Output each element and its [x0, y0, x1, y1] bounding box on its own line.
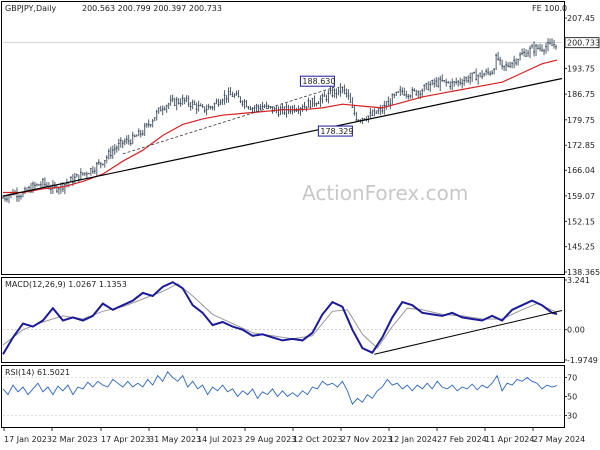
- x-tick-label: 2 Mar 2023: [52, 435, 98, 444]
- x-tick-label: 11 Apr 2024: [485, 435, 534, 444]
- x-tick-label: 27 Nov 2023: [341, 435, 392, 444]
- annotation-box: [299, 75, 335, 87]
- price-y-tick-label: 186.75: [567, 90, 595, 99]
- macd-y-tick-label: 0.00: [567, 326, 585, 335]
- rsi-y-tick-label: 70: [567, 374, 577, 383]
- rsi-y-tick-label: 30: [567, 412, 577, 421]
- macd-pane-frame: [1, 277, 565, 363]
- price-y-axis: 207.45 200.733 193.75 186.75 179.75 172.85 166…: [564, 14, 600, 277]
- x-tick-label: 27 May 2024: [533, 435, 585, 444]
- watermark: ActionForex.com: [302, 181, 468, 205]
- annotation-label: 178.329: [320, 127, 353, 136]
- chart-ohlc: 200.563 200.799 200.397 200.733: [82, 4, 222, 13]
- price-y-tick-label: 200.733: [567, 39, 600, 48]
- rsi-y-tick-label: 50: [567, 393, 577, 402]
- chart-symbol: GBPJPY,Daily: [5, 4, 56, 13]
- fe-label: FE 100.0: [532, 4, 567, 13]
- projection-dashed-line: [122, 86, 335, 155]
- price-y-tick-label: 179.75: [567, 116, 595, 125]
- macd-line: [2, 281, 558, 355]
- macd-y-tick-label: 3.241: [567, 276, 590, 285]
- price-y-tick-label: 145.25: [567, 243, 595, 252]
- x-tick-label: 29 Aug 2023: [245, 435, 296, 444]
- price-pane-frame: [1, 1, 565, 275]
- x-tick-label: 27 Feb 2024: [437, 435, 487, 444]
- price-y-tick-label: 193.75: [567, 64, 595, 73]
- rsi-y-axis: 70 50 30: [564, 374, 577, 421]
- macd-y-axis: 3.241 0.00 -1.9749: [564, 276, 598, 365]
- price-y-tick-label: 159.07: [567, 192, 595, 201]
- price-y-tick-label: 152.15: [567, 217, 595, 226]
- price-trendline: [2, 77, 563, 197]
- macd-y-tick-label: -1.9749: [567, 356, 598, 365]
- annotation-box: [317, 125, 353, 137]
- macd-label: MACD(12,26,9) 1.0267 1.1353: [5, 280, 127, 289]
- x-tick-label: 12 Oct 2023: [293, 435, 342, 444]
- rsi-line: [2, 371, 558, 405]
- macd-trendline: [374, 310, 563, 355]
- x-tick-label: 14 Jul 2023: [197, 435, 242, 444]
- price-y-tick-label: 172.85: [567, 141, 595, 150]
- price-y-tick-label: 138.365: [567, 268, 600, 277]
- price-y-tick-label: 166.04: [567, 166, 595, 175]
- rsi-grid: [3, 377, 562, 416]
- rsi-pane-frame: [1, 365, 565, 428]
- price-annotations: 188.630 178.329: [299, 75, 353, 137]
- x-tick-label: 17 Apr 2023: [101, 435, 150, 444]
- x-tick-label: 17 Jan 2023: [4, 435, 52, 444]
- annotation-label: 188.630: [302, 77, 335, 86]
- price-y-tick-label: 207.45: [567, 14, 595, 23]
- x-tick-label: 12 Jan 2024: [389, 435, 437, 444]
- x-tick-label: 31 May 2023: [149, 435, 201, 444]
- rsi-label: RSI(14) 61.5021: [5, 368, 70, 377]
- last-price-box: [564, 37, 600, 49]
